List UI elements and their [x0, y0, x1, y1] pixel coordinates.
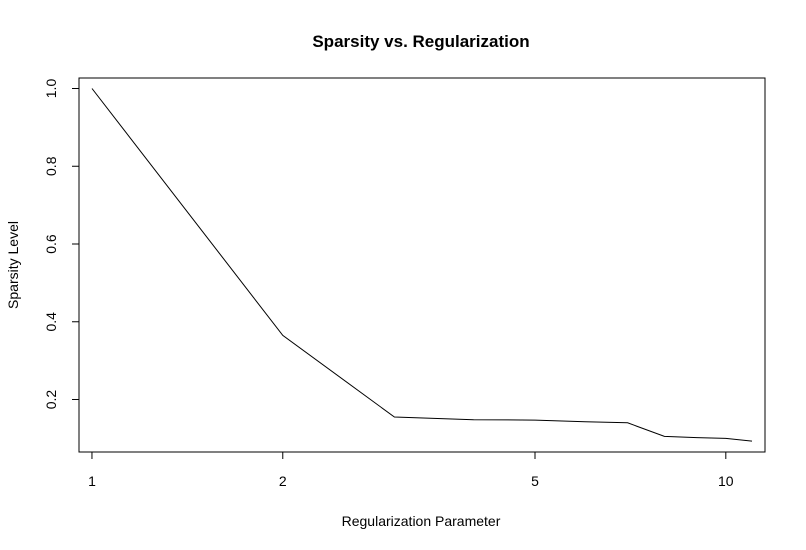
y-axis: 0.2 0.4 0.6 0.8 1.0	[43, 79, 80, 410]
chart-title: Sparsity vs. Regularization	[312, 32, 529, 51]
y-tick-label: 0.4	[43, 312, 59, 332]
y-axis-label: Sparsity Level	[5, 221, 21, 309]
y-tick-label: 0.6	[43, 234, 59, 254]
x-axis: 1 2 5 10	[88, 451, 734, 489]
x-tick-label: 2	[279, 473, 287, 489]
y-tick-label: 0.8	[43, 156, 59, 176]
x-tick-label: 5	[531, 473, 539, 489]
plot-area-frame	[78, 77, 766, 453]
series-layer	[91, 88, 753, 442]
series-line	[91, 88, 753, 442]
x-tick-label: 1	[88, 473, 96, 489]
x-tick-label: 10	[718, 473, 734, 489]
y-tick-label: 1.0	[43, 79, 59, 99]
x-axis-label: Regularization Parameter	[342, 513, 501, 529]
y-tick-label: 0.2	[43, 390, 59, 410]
